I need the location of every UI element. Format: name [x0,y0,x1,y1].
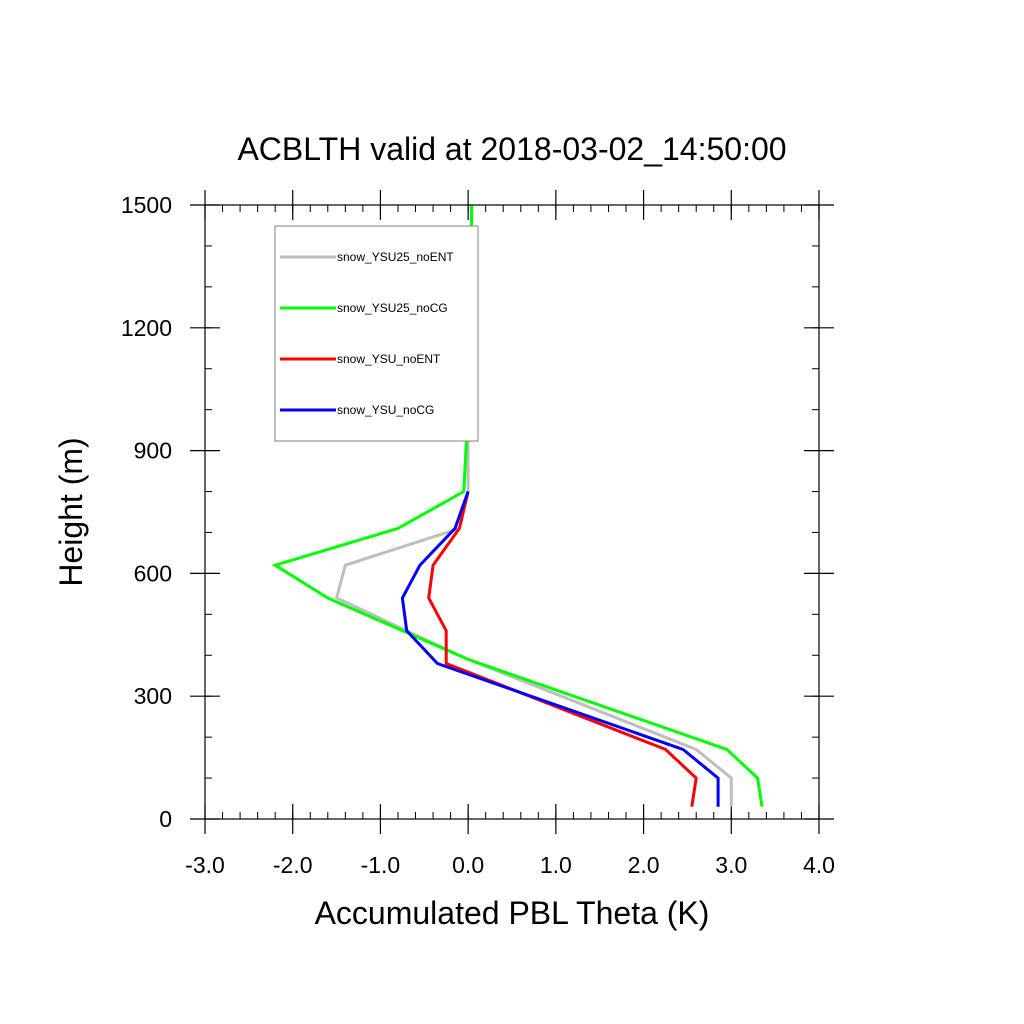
x-tick-labels: -3.0 -2.0 -1.0 0.0 1.0 2.0 3.0 4.0 [185,852,835,878]
legend: snow_YSU25_noENT snow_YSU25_noCG snow_YSU_… [274,225,479,442]
x-tick-label: -2.0 [273,852,313,878]
y-tick-label: 600 [134,560,172,586]
y-tick-label: 0 [159,806,172,832]
x-tick-label: -1.0 [361,852,401,878]
x-tick-label: -3.0 [185,852,225,878]
x-tick-label: 0.0 [452,852,484,878]
x-tick-label: 4.0 [803,852,835,878]
x-tick-label: 1.0 [540,852,572,878]
x-tick-label: 3.0 [715,852,747,878]
x-axis-label: Accumulated PBL Theta (K) [315,895,710,931]
y-tick-label: 300 [134,683,172,709]
series-line-snow-ysu-nocg [400,490,720,807]
series-line-snow-ysu-noent [427,491,698,807]
y-tick-label: 900 [134,438,172,464]
y-tick-label: 1500 [121,192,172,218]
legend-label: snow_YSU_noCG [337,403,434,417]
chart-title: ACBLTH valid at 2018-03-02_14:50:00 [237,131,786,167]
x-tick-label: 2.0 [628,852,660,878]
legend-label: snow_YSU25_noCG [337,301,448,315]
y-tick-labels: 0 300 600 900 1200 1500 [121,192,172,832]
legend-label: snow_YSU_noENT [337,352,441,366]
legend-label: snow_YSU25_noENT [337,250,454,264]
legend-box [274,225,479,442]
plot-frame [204,204,820,820]
y-tick-label: 1200 [121,315,172,341]
y-axis-label: Height (m) [53,437,89,586]
